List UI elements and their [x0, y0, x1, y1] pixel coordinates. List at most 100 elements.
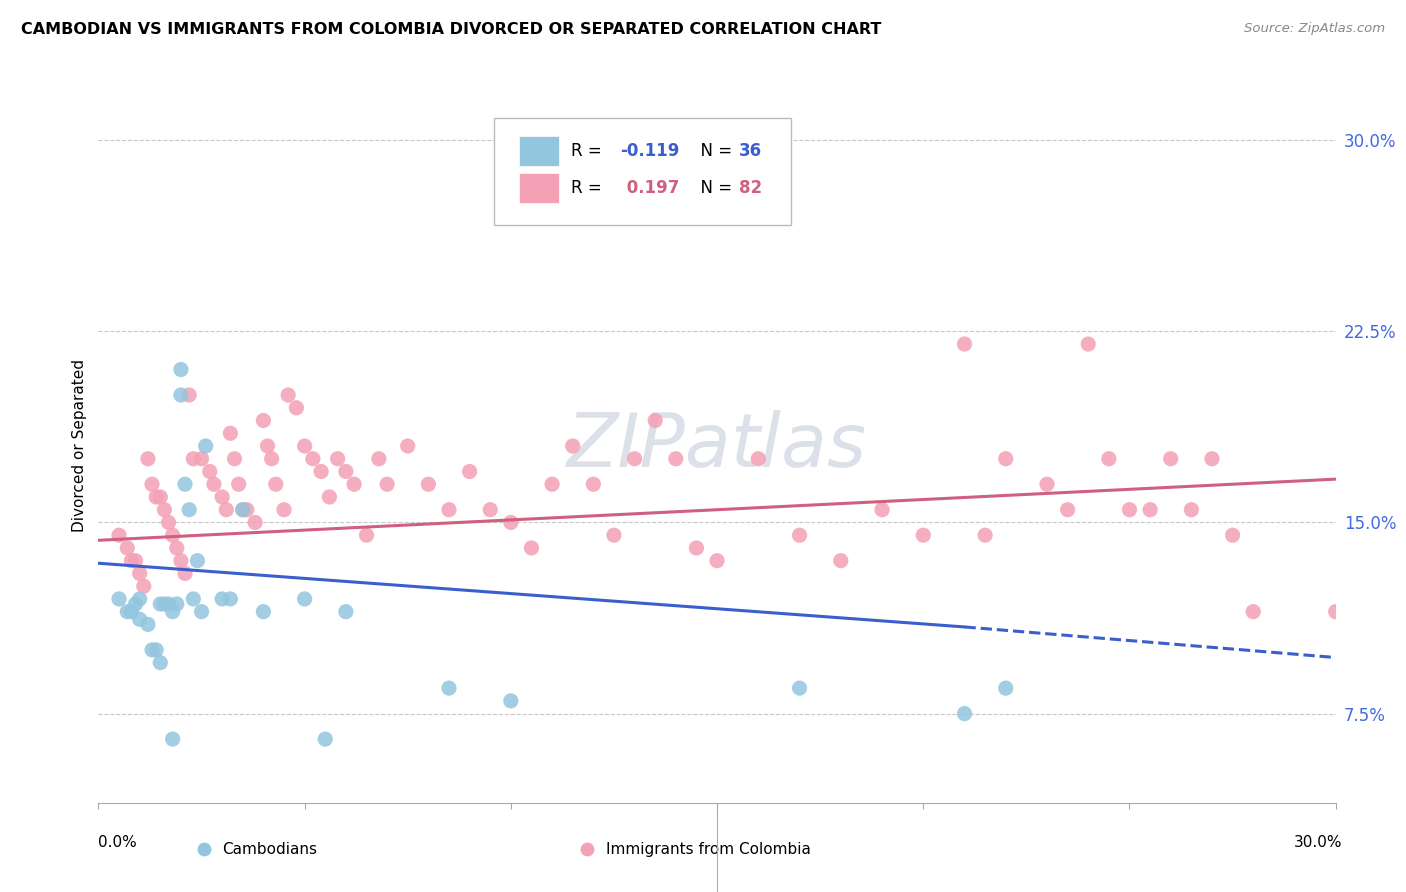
Point [120, 605, 142, 619]
Point [1118, 502, 1140, 516]
Point [314, 732, 336, 747]
Point [285, 401, 308, 415]
Point [202, 477, 225, 491]
Point [162, 605, 184, 619]
Point [1201, 451, 1223, 466]
Point [128, 591, 150, 606]
Text: 30.0%: 30.0% [1295, 836, 1343, 850]
Point [1160, 451, 1182, 466]
Point [870, 502, 893, 516]
Point [318, 490, 340, 504]
Point [1077, 337, 1099, 351]
Point [499, 516, 522, 530]
Point [830, 554, 852, 568]
Text: -0.119: -0.119 [620, 142, 681, 160]
Point [162, 732, 184, 747]
Point [1324, 605, 1347, 619]
Point [418, 477, 440, 491]
Point [685, 541, 707, 555]
Point [623, 451, 645, 466]
Point [644, 413, 666, 427]
Point [260, 451, 283, 466]
Point [141, 477, 163, 491]
Text: Source: ZipAtlas.com: Source: ZipAtlas.com [1244, 22, 1385, 36]
Point [190, 605, 212, 619]
Point [179, 388, 201, 402]
Point [302, 451, 325, 466]
Point [228, 477, 250, 491]
Point [215, 502, 238, 516]
Text: N =: N = [690, 142, 737, 160]
Point [520, 541, 543, 555]
Point [153, 502, 176, 516]
Point [128, 612, 150, 626]
FancyBboxPatch shape [519, 136, 558, 166]
Point [170, 554, 193, 568]
Point [124, 554, 146, 568]
Point [181, 591, 204, 606]
Point [256, 439, 278, 453]
Point [1056, 502, 1078, 516]
Point [264, 477, 287, 491]
Point [437, 502, 460, 516]
Point [181, 451, 204, 466]
Text: 36: 36 [740, 142, 762, 160]
Text: R =: R = [571, 142, 607, 160]
Point [1222, 528, 1244, 542]
Point [236, 502, 259, 516]
Point [136, 617, 159, 632]
Point [179, 502, 201, 516]
Point [219, 426, 242, 441]
Point [186, 554, 208, 568]
Point [277, 388, 299, 402]
Point [232, 502, 254, 516]
Point [294, 439, 316, 453]
Point [561, 439, 583, 453]
Point [190, 451, 212, 466]
Text: 0.0%: 0.0% [98, 836, 138, 850]
Point [194, 439, 217, 453]
Point [343, 477, 366, 491]
Point [356, 528, 378, 542]
Point [335, 465, 357, 479]
Point [326, 451, 349, 466]
Point [437, 681, 460, 695]
Point [108, 528, 131, 542]
Point [582, 477, 605, 491]
Point [117, 605, 139, 619]
Point [1098, 451, 1121, 466]
Text: 82: 82 [740, 179, 762, 197]
Point [273, 502, 295, 516]
Point [1241, 605, 1264, 619]
Point [120, 554, 142, 568]
Point [149, 656, 172, 670]
Point [108, 591, 131, 606]
Point [243, 516, 266, 530]
Point [211, 490, 233, 504]
Point [157, 597, 180, 611]
Point [789, 681, 811, 695]
Point [128, 566, 150, 581]
Point [912, 528, 935, 542]
Point [145, 490, 167, 504]
Text: N =: N = [690, 179, 737, 197]
Text: CAMBODIAN VS IMMIGRANTS FROM COLOMBIA DIVORCED OR SEPARATED CORRELATION CHART: CAMBODIAN VS IMMIGRANTS FROM COLOMBIA DI… [21, 22, 882, 37]
Point [789, 528, 811, 542]
Point [706, 554, 728, 568]
Text: Cambodians: Cambodians [222, 842, 318, 856]
Point [124, 597, 146, 611]
Point [136, 451, 159, 466]
Point [117, 541, 139, 555]
Point [252, 605, 274, 619]
Point [367, 451, 389, 466]
Point [603, 528, 626, 542]
Text: 0.197: 0.197 [620, 179, 679, 197]
Point [149, 490, 172, 504]
Point [1036, 477, 1059, 491]
Point [541, 477, 564, 491]
Point [665, 451, 688, 466]
FancyBboxPatch shape [519, 173, 558, 203]
Text: ZIPatlas: ZIPatlas [567, 410, 868, 482]
Point [170, 362, 193, 376]
Point [219, 591, 242, 606]
